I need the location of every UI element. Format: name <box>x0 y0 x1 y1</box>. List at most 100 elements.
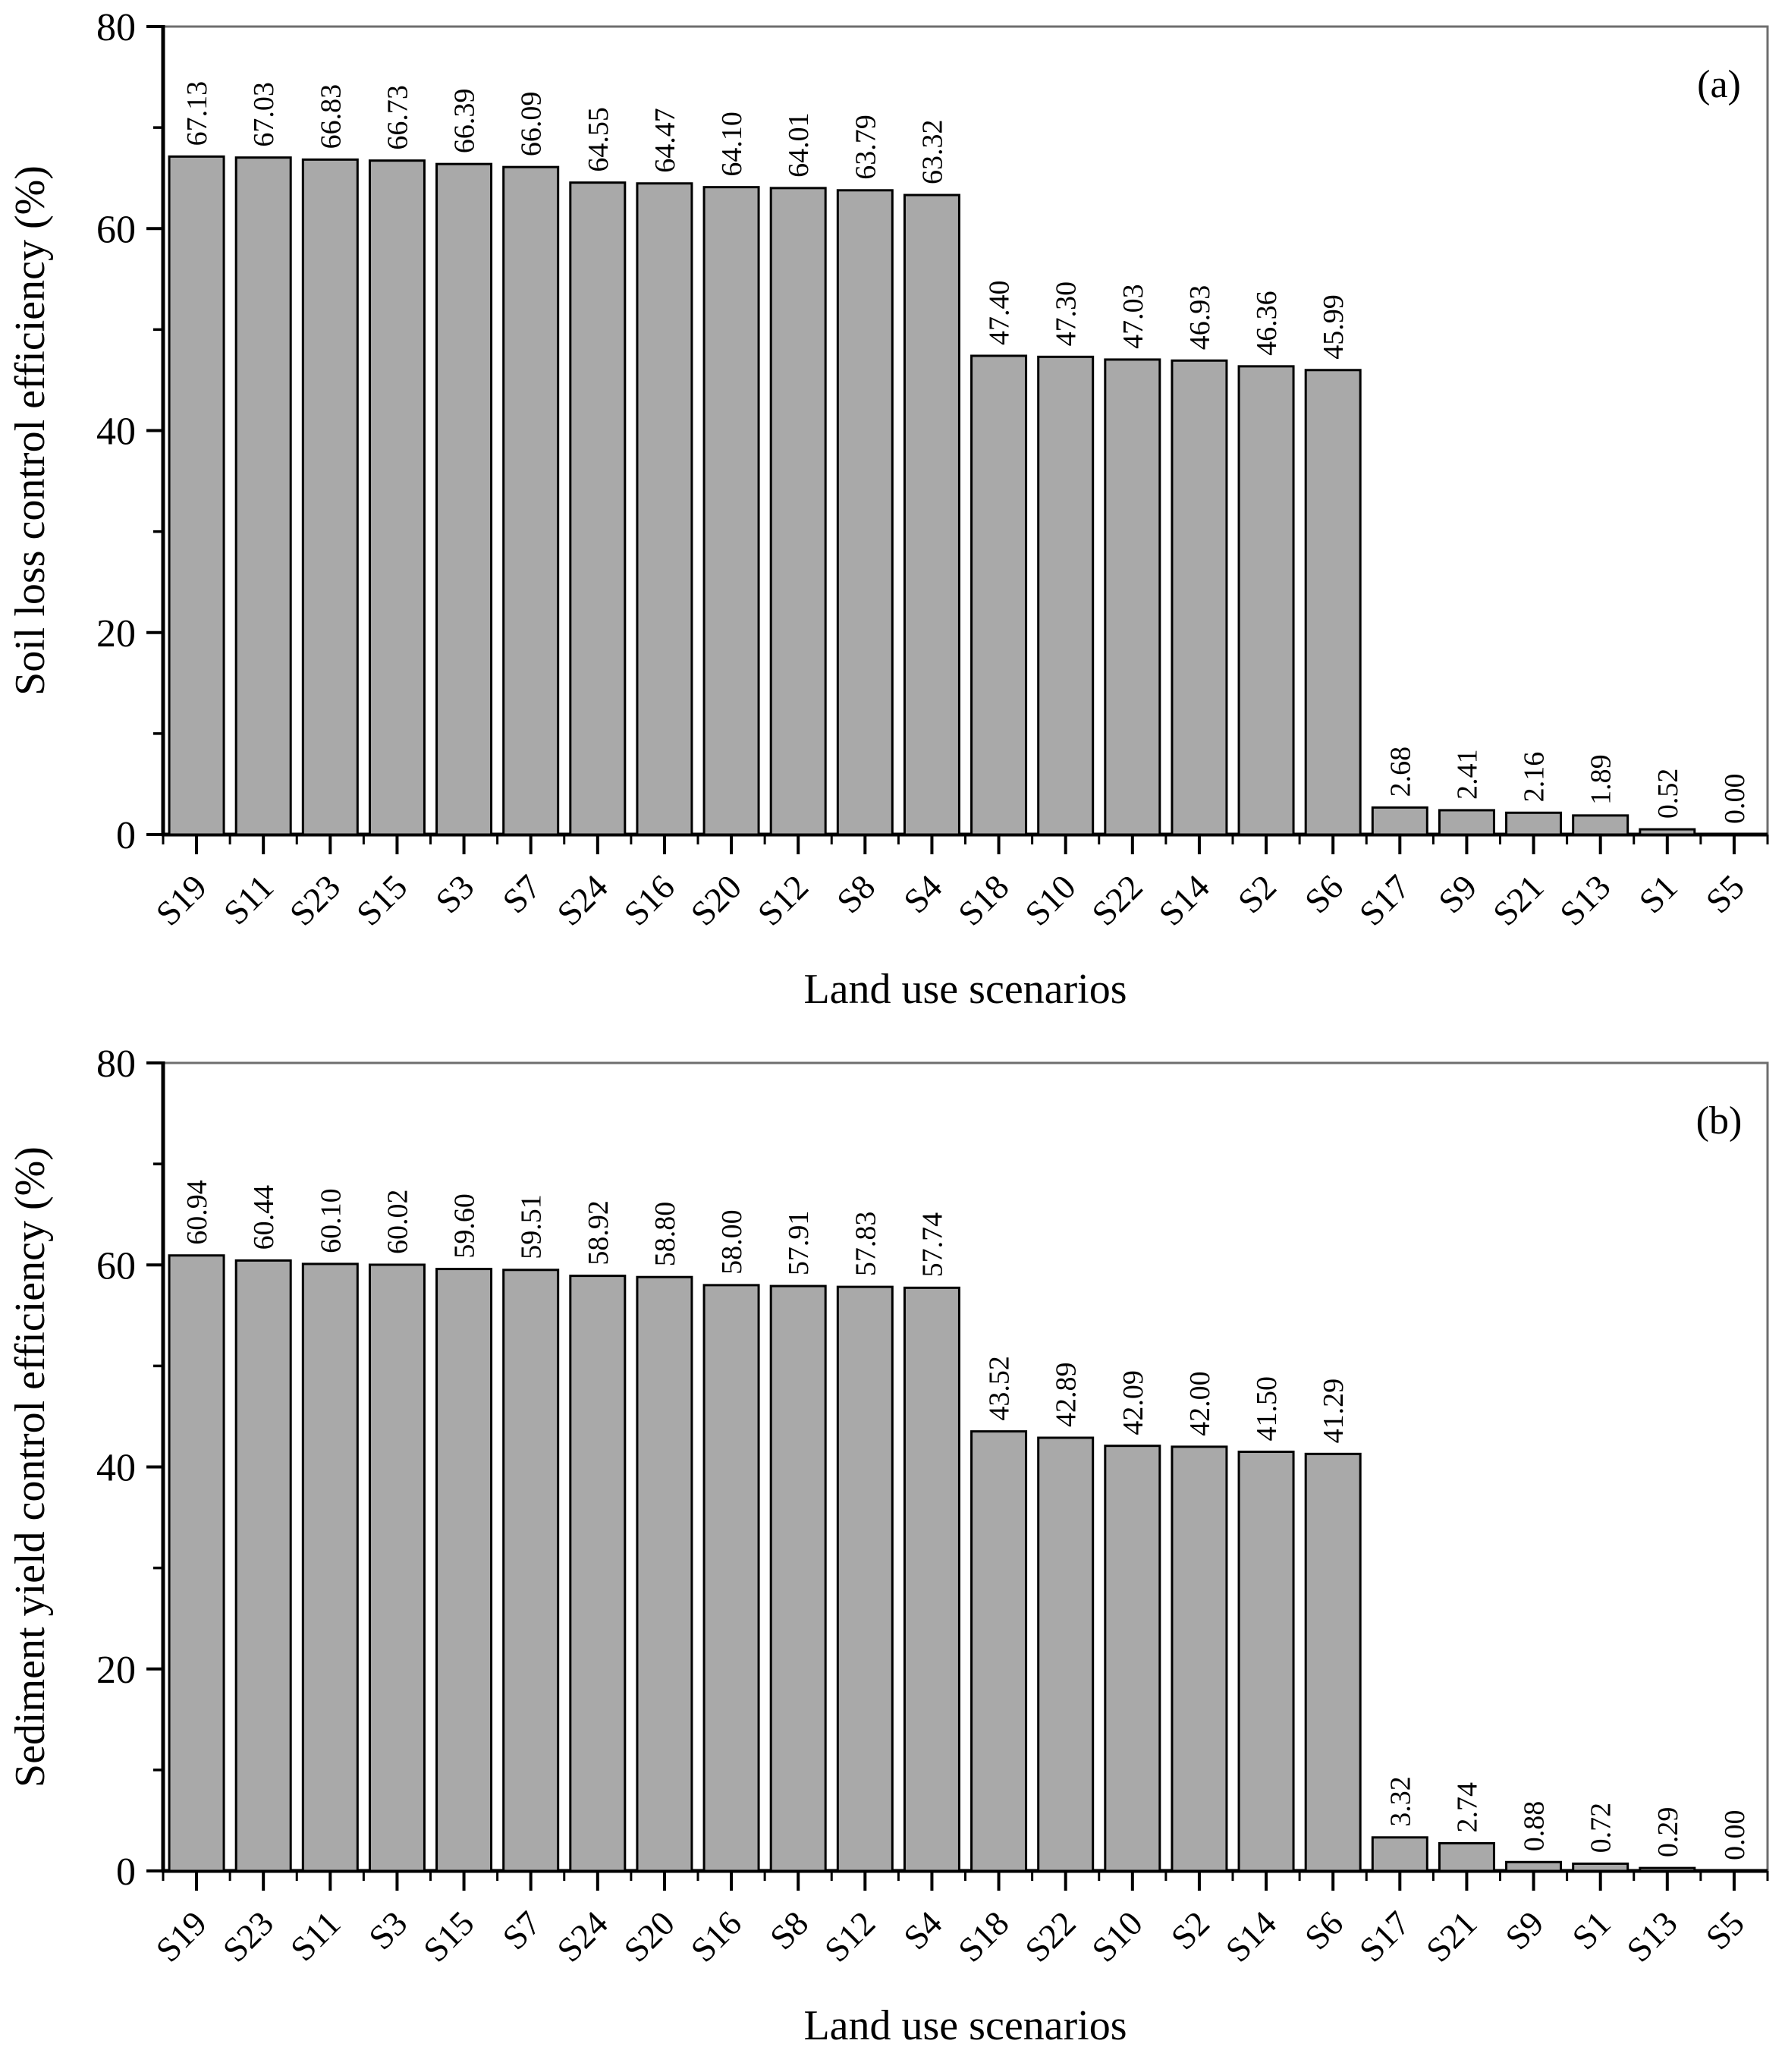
bar-S13 <box>1639 1866 1696 1872</box>
bar-S4 <box>903 193 960 836</box>
panel-a-soil-loss-chart: 0 20 40 60 80 67.13 S19 67.03 S11 66.83 S23 66.73 S1… <box>7 6 1769 1013</box>
bar-S19 <box>168 155 225 836</box>
bar-S14 <box>1171 359 1228 836</box>
bar-value-label: 42.89 <box>1051 1363 1083 1428</box>
bar-S14 <box>1237 1451 1295 1872</box>
bar-S4 <box>903 1286 960 1872</box>
x-tick-label: S17 <box>1352 867 1418 933</box>
bar-S9 <box>1438 809 1495 836</box>
bar-S20 <box>702 186 760 836</box>
x-tick-label: S17 <box>1352 1904 1418 1970</box>
bar-value-label: 60.94 <box>181 1180 213 1245</box>
bar-value-label: 60.02 <box>382 1189 413 1254</box>
bar-S17 <box>1371 1836 1428 1872</box>
bar-value-label: 2.74 <box>1451 1782 1483 1833</box>
bar-value-label: 2.41 <box>1451 749 1483 800</box>
y-tick-label: 60 <box>96 1244 136 1288</box>
bar-S8 <box>836 189 894 836</box>
x-tick-label: S23 <box>215 1904 281 1970</box>
bar-value-label: 59.60 <box>449 1193 481 1259</box>
bar-value-label: 0.00 <box>1719 1810 1751 1861</box>
x-tick-label: S4 <box>896 867 949 920</box>
bar-value-label: 47.40 <box>984 280 1016 345</box>
x-tick-label: S16 <box>616 867 682 933</box>
x-tick-label: S3 <box>428 867 481 920</box>
bar-value-label: 66.09 <box>516 92 548 157</box>
x-tick-label: S7 <box>495 867 548 920</box>
bar-S22 <box>1037 1436 1095 1872</box>
x-tick-label: S23 <box>282 867 348 933</box>
bar-value-label: 1.89 <box>1585 754 1617 805</box>
x-tick-label: S16 <box>683 1904 749 1970</box>
x-tick-label: S2 <box>1230 867 1284 920</box>
bar-S9 <box>1505 1860 1563 1872</box>
bar-value-label: 42.09 <box>1117 1370 1149 1435</box>
bar-value-label: 46.93 <box>1184 285 1216 351</box>
bar-value-label: 66.73 <box>382 85 413 150</box>
bar-S3 <box>368 1263 426 1872</box>
bar-value-label: 42.00 <box>1184 1371 1216 1436</box>
bar-value-label: 66.83 <box>315 84 347 149</box>
bar-S3 <box>435 162 493 836</box>
panel-label: (b) <box>1696 1099 1743 1143</box>
bar-value-label: 3.32 <box>1384 1776 1416 1827</box>
bar-value-label: 64.55 <box>583 107 614 172</box>
bar-S2 <box>1171 1445 1228 1872</box>
x-tick-label: S5 <box>1699 867 1752 920</box>
bar-S21 <box>1438 1842 1495 1872</box>
bar-S16 <box>702 1284 760 1872</box>
x-tick-label: S6 <box>1297 867 1350 920</box>
x-tick-label: S22 <box>1084 867 1150 933</box>
x-tick-label: S1 <box>1564 1904 1617 1957</box>
y-tick-label: 0 <box>116 814 136 857</box>
bar-value-label: 47.30 <box>1051 281 1083 347</box>
bar-value-label: 64.47 <box>649 108 681 173</box>
bar-value-label: 59.51 <box>516 1194 548 1259</box>
bar-value-label: 46.36 <box>1251 291 1283 356</box>
panel-label: (a) <box>1697 63 1741 106</box>
x-tick-label: S15 <box>416 1904 482 1970</box>
bar-S19 <box>168 1254 225 1872</box>
bar-S20 <box>636 1275 693 1872</box>
bar-value-label: 63.79 <box>850 115 882 180</box>
bar-S7 <box>502 165 560 836</box>
bar-S17 <box>1371 806 1428 836</box>
bar-S10 <box>1104 1445 1161 1872</box>
bar-value-label: 0.29 <box>1652 1807 1684 1858</box>
x-tick-label: S24 <box>549 867 615 933</box>
bar-S23 <box>234 1259 292 1872</box>
bar-S10 <box>1037 355 1095 836</box>
x-tick-label: S5 <box>1699 1904 1752 1957</box>
y-tick-label: 40 <box>96 1447 136 1490</box>
x-tick-label: S21 <box>1485 867 1551 933</box>
bar-S24 <box>569 181 627 836</box>
x-tick-label: S19 <box>148 1904 214 1970</box>
bar-S21 <box>1505 811 1563 836</box>
bar-S11 <box>301 1262 359 1872</box>
x-tick-label: S12 <box>817 1904 883 1970</box>
bar-value-label: 41.29 <box>1318 1379 1350 1444</box>
bar-value-label: 67.13 <box>181 81 213 146</box>
x-tick-label: S9 <box>1431 867 1484 920</box>
x-tick-label: S22 <box>1017 1904 1083 1970</box>
y-axis-title: Sediment yield control efficiency (%) <box>7 1146 54 1787</box>
x-tick-label: S4 <box>896 1904 949 1957</box>
x-tick-label: S18 <box>951 867 1017 933</box>
bar-value-label: 43.52 <box>984 1356 1016 1421</box>
x-tick-label: S3 <box>361 1904 414 1957</box>
bar-value-label: 57.74 <box>916 1212 948 1278</box>
bar-value-label: 60.10 <box>315 1188 347 1253</box>
bar-S12 <box>769 187 827 836</box>
x-tick-label: S18 <box>951 1904 1017 1970</box>
panel-b-sediment-yield-chart: 0 20 40 60 80 60.94 S19 60.44 S23 60.10 S11 60.02 S3… <box>7 1042 1769 2049</box>
bar-S12 <box>836 1285 894 1872</box>
bar-value-label: 0.88 <box>1519 1801 1551 1852</box>
x-tick-label: S6 <box>1297 1904 1350 1957</box>
y-tick-label: 80 <box>96 6 136 49</box>
bar-value-label: 66.39 <box>449 89 481 154</box>
x-tick-label: S20 <box>683 867 749 933</box>
bar-value-label: 58.80 <box>649 1202 681 1267</box>
bar-value-label: 2.16 <box>1519 752 1551 803</box>
bar-value-label: 64.10 <box>716 112 748 177</box>
